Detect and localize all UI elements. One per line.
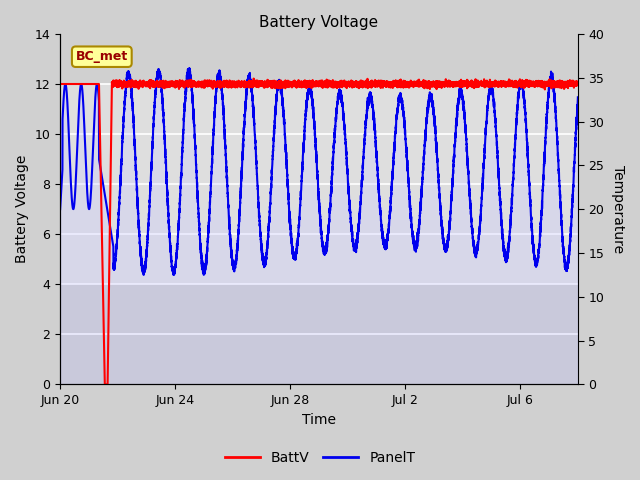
Text: BC_met: BC_met (76, 50, 128, 63)
Bar (60, 84, 578, 284)
Y-axis label: Battery Voltage: Battery Voltage (15, 155, 29, 264)
Bar (60, 34, 578, 84)
Bar (60, 284, 578, 384)
Title: Battery Voltage: Battery Voltage (259, 15, 379, 30)
X-axis label: Time: Time (302, 413, 336, 427)
Y-axis label: Temperature: Temperature (611, 165, 625, 253)
Legend: BattV, PanelT: BattV, PanelT (220, 445, 420, 471)
